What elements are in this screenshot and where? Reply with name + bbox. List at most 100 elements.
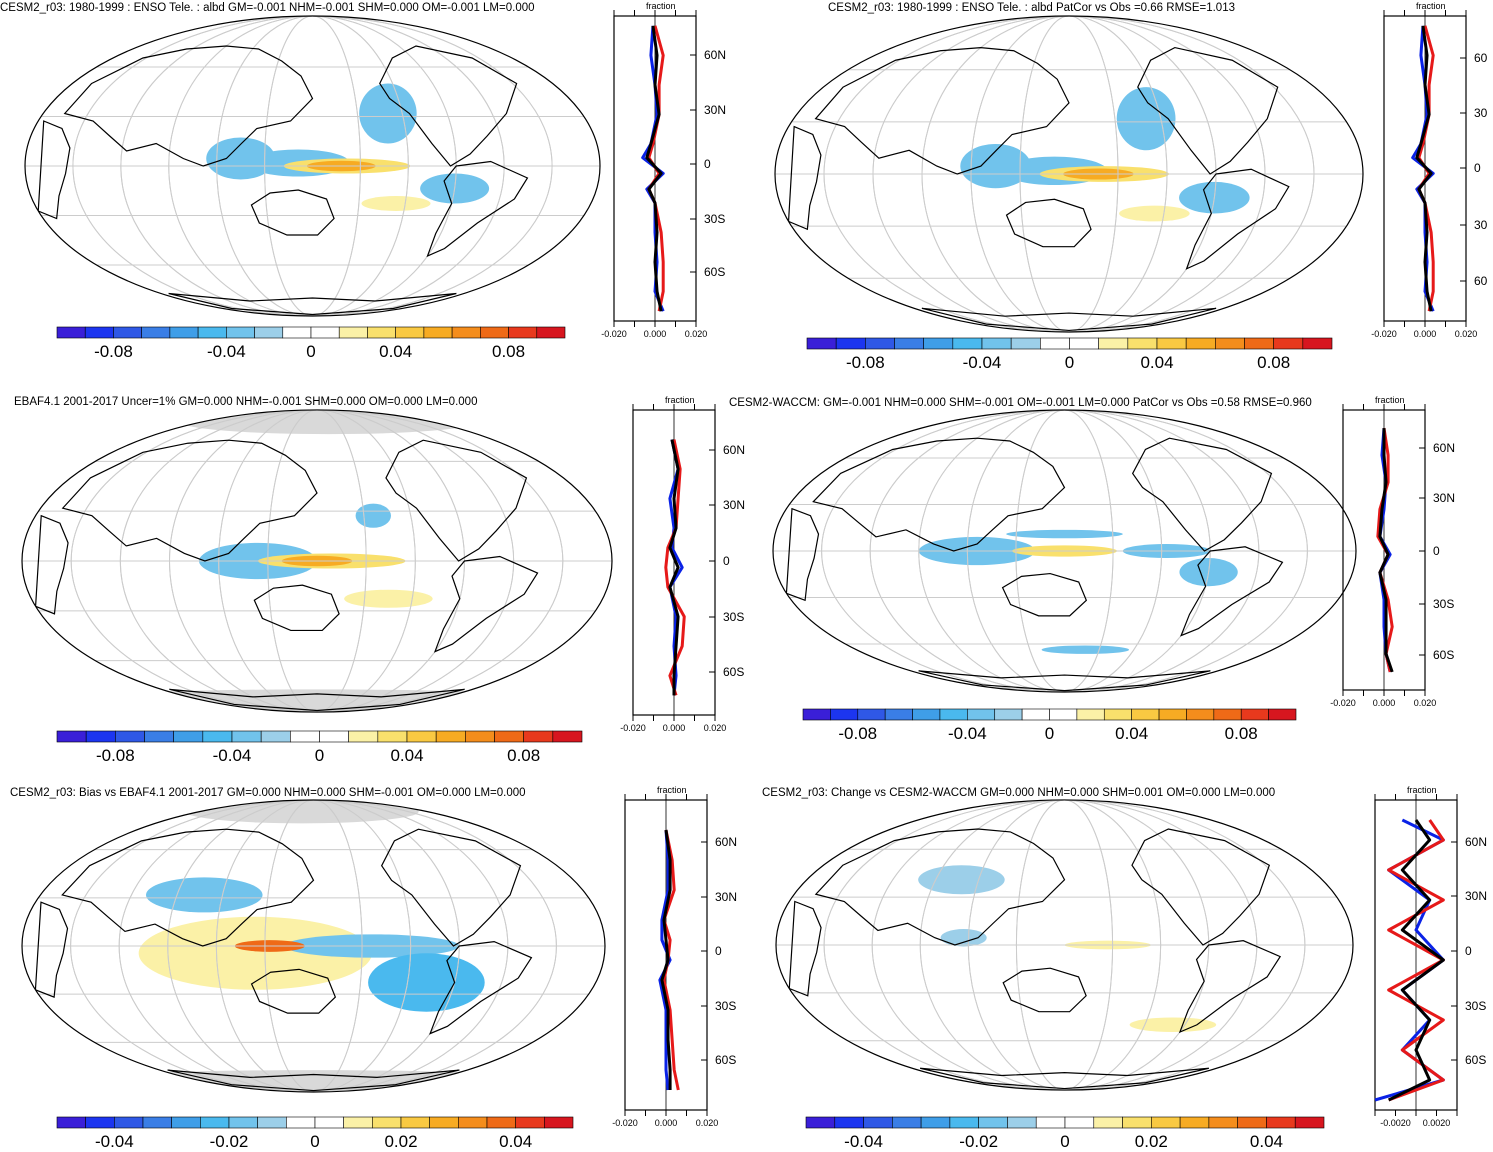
zonal-lat-label: 30 bbox=[1474, 218, 1488, 232]
coastline-africa bbox=[34, 901, 69, 998]
graticule-lon bbox=[821, 410, 1308, 692]
zonal-series-reference bbox=[645, 25, 663, 312]
colorbar-swatch bbox=[806, 337, 837, 350]
zonal-x-label: 0.000 bbox=[1413, 329, 1437, 339]
coastline-namerica bbox=[1137, 46, 1279, 175]
zonal-lat-label: 60N bbox=[723, 443, 746, 457]
zonal-lat-label: 60 bbox=[1474, 51, 1488, 65]
colorbar-swatch bbox=[805, 1116, 836, 1129]
colorbar-swatch bbox=[1244, 337, 1274, 350]
colorbar-label: 0.04 bbox=[379, 342, 413, 361]
colorbar-label: 0 bbox=[1064, 353, 1075, 372]
coastline-antarctica bbox=[921, 307, 1217, 332]
colorbar-label: 0.08 bbox=[507, 746, 541, 765]
coastline-australia bbox=[1001, 572, 1088, 617]
colorbar-swatch bbox=[435, 730, 466, 743]
zonal-x-label: 0.020 bbox=[1454, 329, 1478, 339]
panel-title: CESM2_r03: 1980-1999 : ENSO Tele. : albd… bbox=[0, 2, 535, 14]
coastline-antarctica bbox=[918, 670, 1211, 692]
coastline-antarctica bbox=[169, 688, 465, 712]
coastline-asia bbox=[814, 828, 1066, 946]
colorbar-swatch bbox=[142, 1116, 172, 1129]
graticule-lon bbox=[1015, 410, 1114, 692]
field-negative bbox=[1116, 87, 1176, 151]
colorbar-swatch bbox=[1040, 337, 1070, 350]
graticule-lon bbox=[215, 800, 412, 1092]
colorbar-swatch bbox=[338, 326, 368, 339]
colorbar-swatch bbox=[1049, 708, 1078, 721]
zonal-lat-label: 60S bbox=[1433, 648, 1455, 662]
colorbar-swatch bbox=[260, 730, 291, 743]
zonal-series-reference bbox=[1388, 819, 1445, 1102]
colorbar-swatch bbox=[173, 730, 204, 743]
field-negative bbox=[1006, 529, 1123, 539]
graticule-lon bbox=[966, 410, 1163, 692]
colorbar-swatch bbox=[494, 730, 524, 743]
zonal-lat-label: 30S bbox=[1465, 999, 1487, 1013]
coastline-namerica bbox=[385, 439, 528, 562]
colorbar-swatch bbox=[523, 730, 554, 743]
colorbar-swatch bbox=[200, 1116, 230, 1129]
colorbar-swatch bbox=[978, 1116, 1008, 1129]
zonal-x-label: -0.020 bbox=[601, 329, 627, 339]
zonal-lat-label: 30S bbox=[723, 610, 745, 624]
zonal-lat-label: 30 bbox=[1474, 106, 1488, 120]
panel-title: CESM2_r03: 1980-1999 : ENSO Tele. : albd… bbox=[828, 2, 1235, 14]
colorbar-swatch bbox=[939, 708, 968, 721]
zonal-x-label: 0.000 bbox=[1372, 698, 1396, 708]
colorbar-label: 0 bbox=[306, 342, 316, 361]
zonal-lat-label: 30N bbox=[1433, 491, 1456, 505]
colorbar-swatch bbox=[254, 326, 284, 339]
coastline-asia bbox=[814, 46, 1070, 175]
colorbar-label: 0.04 bbox=[1249, 1132, 1283, 1151]
zonal-lat-label: 60S bbox=[723, 665, 745, 679]
panel-bias-graphics bbox=[21, 794, 708, 1129]
coastline-asia bbox=[812, 437, 1066, 552]
colorbar-swatch bbox=[171, 1116, 201, 1129]
colorbar-swatch bbox=[310, 326, 340, 339]
colorbar-swatch bbox=[1035, 1116, 1066, 1129]
field-positive bbox=[1119, 205, 1190, 222]
zonal-title: fraction bbox=[657, 785, 687, 795]
zonal-lat-label: 30N bbox=[1465, 889, 1488, 903]
field-negative bbox=[359, 83, 417, 144]
colorbar-swatch bbox=[144, 730, 174, 743]
colorbar-swatch bbox=[202, 730, 233, 743]
colorbar-swatch bbox=[406, 730, 437, 743]
colorbar-swatch bbox=[231, 730, 262, 743]
colorbar-label: -0.08 bbox=[838, 724, 878, 743]
colorbar-swatch bbox=[920, 1116, 951, 1129]
zonal-lat-label: 0 bbox=[704, 157, 711, 171]
colorbar-label: 0 bbox=[314, 746, 325, 765]
coastline-namerica bbox=[380, 828, 522, 947]
field-negative bbox=[355, 503, 391, 528]
zonal-lat-label: 0 bbox=[1474, 161, 1481, 175]
coastline-asia bbox=[61, 828, 315, 947]
zonal-x-label: 0.000 bbox=[654, 1118, 678, 1128]
colorbar-swatch bbox=[400, 1116, 430, 1129]
colorbar-swatch bbox=[169, 326, 199, 339]
colorbar-swatch bbox=[226, 326, 255, 339]
zonal-series-reference bbox=[660, 829, 672, 1090]
zonal-x-label: 0.000 bbox=[643, 329, 667, 339]
zonal-lat-label: 30N bbox=[715, 890, 738, 904]
colorbar-swatch bbox=[314, 1116, 344, 1129]
field-positive bbox=[344, 589, 433, 608]
colorbar-swatch bbox=[286, 1116, 316, 1129]
panel-ebaf-graphics bbox=[21, 404, 716, 743]
colorbar-swatch bbox=[508, 326, 538, 339]
colorbar-label: -0.04 bbox=[962, 353, 1002, 372]
colorbar-swatch bbox=[1268, 708, 1297, 721]
colorbar-swatch bbox=[892, 1116, 922, 1129]
colorbar-swatch bbox=[343, 1116, 373, 1129]
map-border bbox=[775, 799, 1354, 1091]
colorbar-label: -0.08 bbox=[95, 746, 135, 765]
colorbar-label: 0 bbox=[310, 1132, 320, 1151]
colorbar-label: -0.04 bbox=[212, 746, 252, 765]
coastline-antarctica bbox=[167, 1069, 460, 1092]
colorbar-swatch bbox=[1158, 708, 1187, 721]
coastline-africa bbox=[34, 514, 69, 615]
zonal-x-label: 0.020 bbox=[684, 329, 708, 339]
colorbar-swatch bbox=[465, 730, 495, 743]
